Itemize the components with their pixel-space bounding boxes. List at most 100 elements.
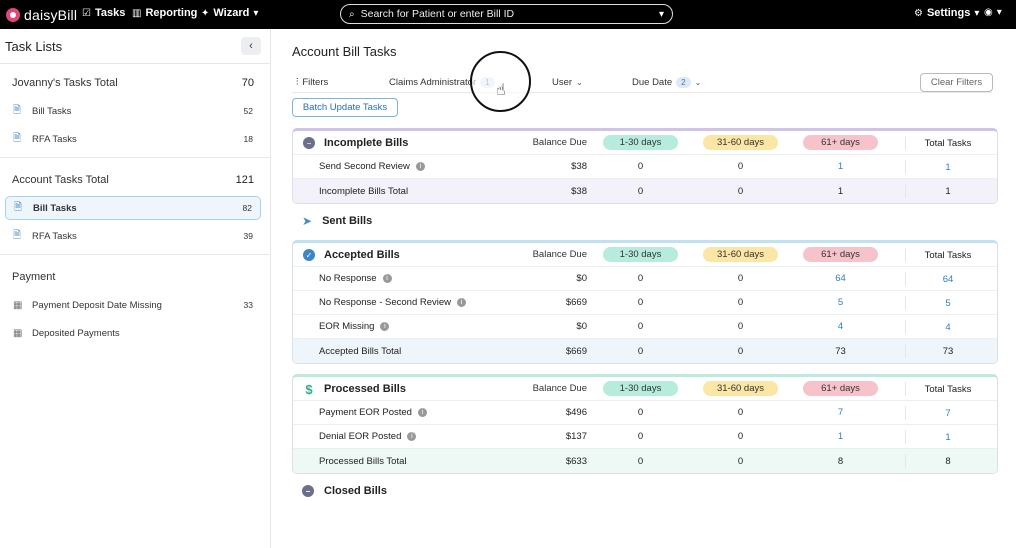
payment-section: Payment bbox=[12, 271, 254, 283]
table-row: Send Second Review i $38 0 0 1 1 bbox=[293, 155, 997, 179]
row-name: Accepted Bills Total bbox=[319, 345, 402, 357]
user-tasks-total[interactable]: Jovanny's Tasks Total 70 bbox=[12, 77, 254, 89]
pill-31-60-days: 31-60 days bbox=[703, 381, 778, 396]
patient-search-input[interactable]: ⌕ Search for Patient or enter Bill ID ▾ bbox=[340, 4, 673, 24]
d2-cell: 0 bbox=[737, 185, 744, 197]
balance-due-header: Balance Due bbox=[532, 383, 587, 394]
sidebar-item-user-bill-tasks[interactable]: 🗎 Bill Tasks 52 bbox=[5, 99, 261, 123]
info-icon[interactable]: i bbox=[415, 162, 425, 171]
d3-link[interactable]: 1 bbox=[837, 431, 844, 442]
d2-cell: 0 bbox=[737, 407, 744, 418]
total-link[interactable]: 1 bbox=[905, 430, 990, 444]
sidebar-item-payment-deposit-date-missing[interactable]: ▦ Payment Deposit Date Missing 33 bbox=[5, 293, 261, 317]
filters-label: Filters bbox=[302, 77, 329, 88]
d3-cell: 73 bbox=[835, 345, 846, 357]
d1-cell: 0 bbox=[637, 407, 644, 418]
section-label: Account Tasks Total bbox=[12, 174, 109, 186]
info-icon[interactable]: i bbox=[417, 408, 427, 417]
balance-cell: $38 bbox=[571, 185, 587, 197]
sidebar-item-account-rfa-tasks[interactable]: 🗎 RFA Tasks 39 bbox=[5, 224, 261, 248]
sidebar-item-count: 33 bbox=[243, 300, 253, 310]
row-name: Denial EOR Posted bbox=[319, 431, 402, 442]
table-row: No Response i $0 0 0 64 64 bbox=[293, 267, 997, 291]
d1-cell: 0 bbox=[637, 345, 644, 357]
nav-reporting-label: Reporting bbox=[145, 7, 198, 19]
nav-tasks[interactable]: ☑ Tasks bbox=[82, 7, 125, 19]
balance-cell: $496 bbox=[565, 407, 587, 418]
balance-cell: $137 bbox=[565, 431, 587, 442]
nav-reporting[interactable]: ▥ Reporting bbox=[132, 7, 197, 19]
bar-chart-icon: ▥ bbox=[132, 7, 142, 19]
sent-bills-section[interactable]: ➤ Sent Bills bbox=[302, 214, 372, 228]
d1-cell: 0 bbox=[637, 273, 644, 284]
logo-text: daisyBill bbox=[24, 6, 78, 23]
d3-link[interactable]: 64 bbox=[835, 273, 846, 284]
settings-label: Settings bbox=[926, 7, 971, 19]
d2-cell: 0 bbox=[737, 345, 744, 357]
table-total-row: Processed Bills Total $633 0 0 8 8 bbox=[293, 449, 997, 473]
collapse-sidebar-button[interactable]: ‹ bbox=[241, 37, 261, 55]
balance-cell: $0 bbox=[576, 273, 587, 284]
table-header-row: ✓ Accepted Bills Balance Due 1-30 days 3… bbox=[293, 243, 997, 267]
d3-link[interactable]: 4 bbox=[837, 321, 844, 332]
account-tasks-total[interactable]: Account Tasks Total 121 bbox=[12, 174, 254, 186]
sidebar-item-count: 52 bbox=[243, 106, 253, 116]
balance-cell: $669 bbox=[565, 345, 587, 357]
section-label: Jovanny's Tasks Total bbox=[12, 77, 118, 89]
top-nav-bar: daisyBill ☑ Tasks ▥ Reporting ✦ Wizard ▾… bbox=[0, 0, 1016, 29]
chevron-down-icon: ▾ bbox=[974, 7, 980, 19]
document-icon: 🗎 bbox=[13, 104, 22, 116]
d1-cell: 0 bbox=[637, 321, 644, 332]
section-label: Payment bbox=[12, 271, 56, 283]
nav-wizard[interactable]: ✦ Wizard ▾ bbox=[201, 7, 258, 19]
total-link[interactable]: 7 bbox=[905, 406, 990, 420]
batch-update-tasks-button[interactable]: Batch Update Tasks bbox=[292, 98, 398, 117]
total-link[interactable]: 5 bbox=[905, 296, 990, 310]
pill-61-plus-days: 61+ days bbox=[803, 381, 878, 396]
sidebar-item-deposited-payments[interactable]: ▦ Deposited Payments bbox=[5, 321, 261, 345]
total-link[interactable]: 4 bbox=[905, 320, 990, 334]
sidebar-item-account-bill-tasks[interactable]: 🗎 Bill Tasks 82 bbox=[5, 196, 261, 220]
cursor-highlight-ring bbox=[470, 51, 531, 112]
filter-label: User bbox=[552, 77, 573, 88]
info-icon[interactable]: i bbox=[457, 298, 467, 307]
d3-link[interactable]: 7 bbox=[837, 407, 844, 418]
closed-bills-section[interactable]: − Closed Bills bbox=[302, 485, 387, 497]
filters-toggle[interactable]: ⫶ Filters bbox=[296, 77, 328, 88]
table-row: Denial EOR Posted i $137 0 0 1 1 bbox=[293, 425, 997, 449]
table-header-row: − Incomplete Bills Balance Due 1-30 days… bbox=[293, 131, 997, 155]
divider bbox=[0, 63, 271, 64]
pill-1-30-days: 1-30 days bbox=[603, 247, 678, 262]
row-name: No Response - Second Review bbox=[319, 297, 452, 308]
daisybill-logo[interactable]: daisyBill bbox=[6, 5, 77, 24]
settings-menu[interactable]: ⚙ Settings ▾ bbox=[914, 7, 979, 19]
sidebar-item-user-rfa-tasks[interactable]: 🗎 RFA Tasks 18 bbox=[5, 127, 261, 151]
info-icon[interactable]: i bbox=[380, 322, 390, 331]
pill-1-30-days: 1-30 days bbox=[603, 381, 678, 396]
pill-31-60-days: 31-60 days bbox=[703, 247, 778, 262]
accepted-bills-table: ✓ Accepted Bills Balance Due 1-30 days 3… bbox=[292, 240, 998, 364]
d2-cell: 0 bbox=[737, 321, 744, 332]
info-icon[interactable]: i bbox=[407, 432, 417, 441]
total-link[interactable]: 64 bbox=[905, 272, 990, 286]
total-cell: 1 bbox=[905, 184, 990, 198]
balance-cell: $633 bbox=[565, 455, 587, 467]
table-total-row: Accepted Bills Total $669 0 0 73 73 bbox=[293, 339, 997, 363]
balance-due-header: Balance Due bbox=[532, 137, 587, 148]
chevron-down-icon: ⌄ bbox=[694, 78, 702, 87]
filter-user[interactable]: User ⌄ bbox=[552, 77, 583, 88]
nav-wizard-label: Wizard bbox=[213, 7, 250, 19]
sidebar-item-count: 39 bbox=[243, 231, 253, 241]
row-name: No Response bbox=[319, 273, 377, 284]
info-icon[interactable]: i bbox=[382, 274, 392, 283]
d3-link[interactable]: 1 bbox=[837, 161, 844, 172]
clear-filters-button[interactable]: Clear Filters bbox=[920, 73, 993, 92]
divider bbox=[0, 157, 271, 158]
sidebar-item-label: RFA Tasks bbox=[32, 133, 77, 145]
d3-link[interactable]: 5 bbox=[837, 297, 844, 308]
d1-cell: 0 bbox=[637, 161, 644, 172]
total-link[interactable]: 1 bbox=[905, 160, 990, 174]
filter-due-date[interactable]: Due Date 2 ⌄ bbox=[632, 77, 701, 88]
user-menu[interactable]: ◉ ▾ bbox=[984, 7, 1002, 18]
sliders-icon: ⫶ bbox=[296, 77, 299, 88]
